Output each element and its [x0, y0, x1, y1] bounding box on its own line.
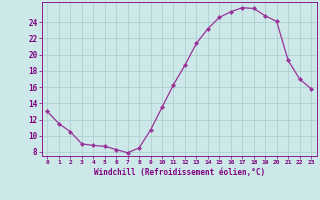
X-axis label: Windchill (Refroidissement éolien,°C): Windchill (Refroidissement éolien,°C) [94, 168, 265, 177]
